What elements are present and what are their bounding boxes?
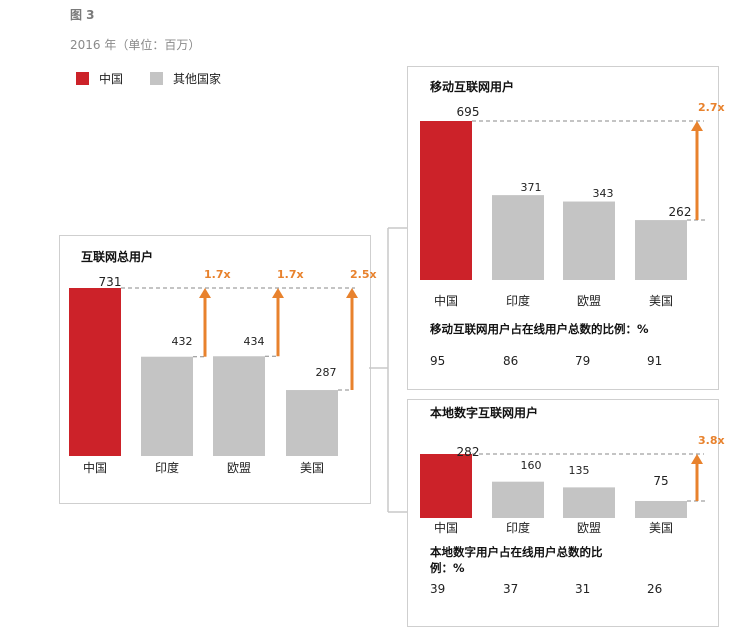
value-label-total-china: 731 <box>99 275 122 289</box>
category-label-total-china: 中国 <box>83 460 107 475</box>
value-label-local-us: 75 <box>653 474 668 488</box>
ratio-label-mobile: 移动互联网用户占在线用户总数的比例：% <box>430 322 649 336</box>
category-label-mobile-eu: 欧盟 <box>577 294 601 308</box>
ratio-value-mobile-us: 91 <box>647 354 663 368</box>
category-label-local-eu: 欧盟 <box>577 521 601 535</box>
category-label-local-india: 印度 <box>506 520 530 535</box>
value-label-total-india: 432 <box>172 335 193 348</box>
value-label-mobile-india: 371 <box>521 181 542 194</box>
value-label-total-eu: 434 <box>244 335 265 348</box>
legend-swatch-china <box>76 72 89 85</box>
chart-subtitle: 2016 年（单位：百万） <box>70 38 201 52</box>
category-label-total-eu: 欧盟 <box>227 461 251 475</box>
ratio-value-mobile-china: 95 <box>430 354 446 368</box>
ratio-value-local-eu: 31 <box>575 582 591 596</box>
category-label-mobile-india: 印度 <box>506 293 530 308</box>
legend-swatch-other <box>150 72 163 85</box>
multiplier-arrowhead-local-us <box>691 454 703 464</box>
bar-local-china <box>420 454 472 518</box>
multiplier-arrowhead-total-eu <box>272 288 284 298</box>
category-label-mobile-us: 美国 <box>649 294 673 308</box>
multiplier-label-total-india: 1.7x <box>204 268 231 281</box>
bar-mobile-china <box>420 121 472 280</box>
value-label-mobile-us: 262 <box>669 205 692 219</box>
legend-item-other: 其他国家 <box>150 70 221 87</box>
bar-total-india <box>141 356 193 456</box>
chart-title-mobile: 移动互联网用户 <box>430 80 515 94</box>
ratio-value-local-us: 26 <box>647 582 663 596</box>
ratio-value-mobile-eu: 79 <box>575 354 591 368</box>
multiplier-label-total-us: 2.5x <box>350 268 377 281</box>
multiplier-arrowhead-total-india <box>199 288 211 298</box>
value-label-total-us: 287 <box>316 366 337 379</box>
bar-local-us <box>635 500 687 518</box>
legend-label-other: 其他国家 <box>173 72 222 86</box>
value-label-mobile-eu: 343 <box>593 187 614 200</box>
bar-mobile-eu <box>563 201 615 280</box>
category-label-total-india: 印度 <box>155 460 179 475</box>
figure-label: 图 3 <box>70 8 95 22</box>
category-label-local-china: 中国 <box>434 520 458 535</box>
value-label-local-eu: 135 <box>569 464 590 477</box>
ratio-value-local-india: 37 <box>503 582 519 596</box>
value-label-local-china: 282 <box>457 445 480 459</box>
category-label-mobile-china: 中国 <box>434 293 458 308</box>
bar-total-us <box>286 390 338 456</box>
category-label-total-us: 美国 <box>300 461 324 475</box>
chart-title-total: 互联网总用户 <box>81 250 154 264</box>
multiplier-arrowhead-total-us <box>346 288 358 298</box>
legend-item-china: 中国 <box>76 70 123 87</box>
multiplier-label-mobile-us: 2.7x <box>698 101 725 114</box>
bar-mobile-india <box>492 195 544 280</box>
chart-title-local: 本地数字互联网用户 <box>430 406 539 420</box>
multiplier-label-local-us: 3.8x <box>698 434 725 447</box>
bar-local-eu <box>563 487 615 518</box>
ratio-value-local-china: 39 <box>430 582 446 596</box>
ratio-label-local: 本地数字用户占在线用户总数的比例：% <box>430 545 603 575</box>
bar-mobile-us <box>635 220 687 280</box>
value-label-mobile-china: 695 <box>457 105 480 119</box>
bar-local-india <box>492 481 544 518</box>
bar-total-eu <box>213 356 265 456</box>
legend-label-china: 中国 <box>99 72 124 86</box>
bar-total-china <box>69 288 121 456</box>
multiplier-arrowhead-mobile-us <box>691 121 703 131</box>
category-label-local-us: 美国 <box>649 521 673 535</box>
value-label-local-india: 160 <box>521 459 542 472</box>
multiplier-label-total-eu: 1.7x <box>277 268 304 281</box>
ratio-value-mobile-india: 86 <box>503 354 519 368</box>
